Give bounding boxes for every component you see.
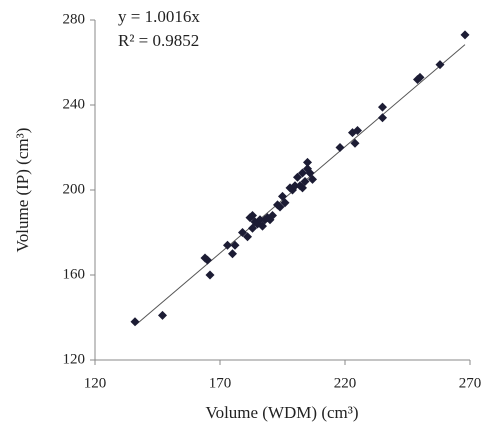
y-tick-label: 280 [63, 11, 86, 27]
point [303, 157, 312, 167]
x-tick-label: 120 [84, 375, 107, 391]
y-tick-label: 240 [63, 96, 86, 112]
point [268, 211, 277, 220]
point [353, 126, 362, 135]
x-tick-label: 270 [459, 375, 482, 391]
point [290, 181, 300, 191]
point [230, 240, 240, 250]
point [308, 174, 317, 184]
point [435, 60, 445, 70]
x-axis-title: Volume (WDM) (cm³) [205, 403, 358, 422]
point [460, 30, 470, 40]
x-tick-label: 220 [334, 375, 357, 391]
point [293, 172, 302, 182]
y-tick-label: 200 [63, 181, 86, 197]
point [203, 255, 212, 265]
point [238, 228, 247, 237]
point [378, 102, 387, 112]
point [223, 240, 232, 250]
r-squared: R² = 0.9852 [118, 31, 199, 50]
trend-equation: y = 1.0016x [118, 7, 200, 26]
point [350, 138, 360, 148]
x-tick-label: 170 [209, 375, 232, 391]
y-axis-title: Volume (IP) (cm³) [13, 128, 32, 253]
point [300, 177, 310, 186]
point [298, 168, 307, 178]
point [130, 317, 140, 327]
point [378, 113, 387, 123]
point [335, 143, 345, 152]
y-tick-label: 160 [63, 266, 86, 282]
point [275, 202, 285, 212]
point [280, 198, 290, 208]
point [243, 232, 252, 242]
point [228, 249, 237, 259]
point [158, 310, 167, 320]
y-tick-label: 120 [63, 351, 86, 367]
point [415, 72, 425, 82]
point [205, 270, 215, 280]
